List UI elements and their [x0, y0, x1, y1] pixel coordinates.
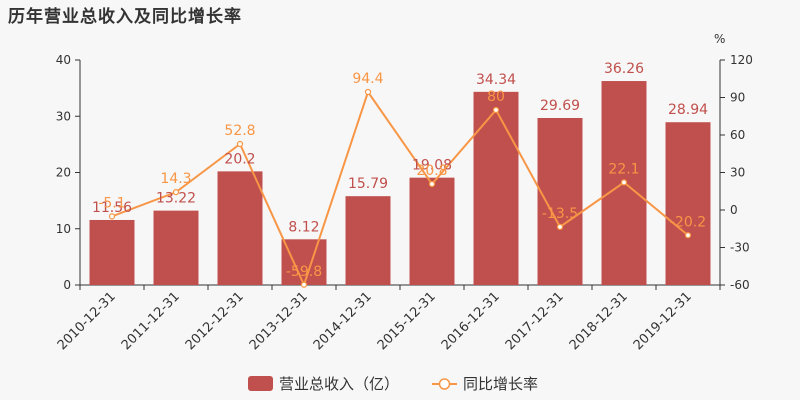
y-right-tick-label: -30	[730, 241, 750, 255]
growth-point	[108, 213, 116, 220]
bars-layer	[89, 81, 711, 286]
bar	[665, 122, 711, 286]
x-tick-label: 2019-12-31	[631, 289, 695, 353]
x-tick-label: 2016-12-31	[439, 289, 503, 353]
line-value-label: 94.4	[352, 71, 383, 87]
bar-value-label: 8.12	[288, 219, 319, 235]
legend: 营业总收入（亿） 同比增长率	[248, 375, 538, 393]
x-tick-label: 2012-12-31	[183, 289, 247, 353]
bar-value-label: 19.08	[412, 158, 452, 174]
line-value-label: -20.2	[670, 214, 706, 230]
line-value-label: 14.3	[160, 171, 191, 187]
line-value-label: 22.1	[608, 161, 639, 177]
legend-line-label: 同比增长率	[463, 375, 538, 393]
y-right-tick-label: -60	[730, 278, 750, 292]
bar	[153, 210, 199, 285]
legend-bar-swatch	[248, 376, 273, 391]
growth-point	[172, 189, 180, 196]
bar-value-label: 13.22	[156, 191, 196, 207]
legend-line-marker	[438, 378, 451, 390]
y-left-tick-label: 0	[63, 278, 71, 292]
x-tick-label: 2015-12-31	[375, 289, 439, 353]
growth-line	[111, 89, 689, 288]
bar-value-label: 11.56	[92, 200, 132, 216]
growth-point	[364, 88, 372, 96]
y-left-tick-label: 20	[56, 166, 71, 180]
x-tick-label: 2010-12-31	[55, 289, 119, 353]
y-right-tick-label: 0	[730, 203, 738, 217]
growth-point	[236, 140, 244, 148]
growth-point	[492, 106, 500, 114]
line-layer	[108, 88, 692, 288]
x-tick-label: 2018-12-31	[567, 289, 631, 353]
bar	[217, 171, 263, 285]
line-value-label: 52.8	[224, 123, 255, 139]
y-right-tick-label: 60	[730, 128, 745, 142]
line-value-label: -59.8	[286, 264, 322, 280]
y-left-tick-label: 10	[56, 222, 71, 236]
bar	[89, 219, 135, 285]
line-value-label: -13.5	[542, 206, 578, 222]
x-tick-label: 2017-12-31	[503, 289, 567, 353]
x-tick-label: 2011-12-31	[119, 289, 183, 353]
growth-point	[620, 179, 628, 186]
bar	[345, 196, 391, 285]
growth-point	[556, 223, 564, 230]
line-value-label: 80	[487, 89, 505, 105]
bar-value-label: 20.2	[224, 151, 255, 167]
y-right-unit: %	[714, 32, 725, 46]
y-left-tick-label: 40	[56, 53, 71, 67]
growth-point	[684, 232, 692, 239]
y-right-tick-label: 120	[730, 53, 753, 67]
legend-bar-label: 营业总收入（亿）	[279, 375, 399, 393]
y-right-tick-label: 90	[730, 91, 745, 105]
growth-point	[300, 281, 308, 288]
bar	[281, 239, 327, 285]
bar-value-label: 34.34	[476, 72, 516, 88]
growth-point	[428, 180, 436, 188]
chart-title: 历年营业总收入及同比增长率	[8, 7, 242, 27]
x-tick-label: 2014-12-31	[311, 289, 375, 353]
bar	[409, 177, 455, 285]
line-value-label: -5.1	[98, 195, 125, 211]
y-right-tick-label: 30	[730, 166, 745, 180]
bar	[473, 91, 519, 286]
bar	[537, 117, 583, 286]
bar-value-label: 28.94	[668, 102, 708, 118]
line-value-label: 20.8	[416, 163, 447, 179]
bar-value-label: 29.69	[540, 98, 580, 114]
bar-value-label: 36.26	[604, 61, 644, 77]
labels-layer: 11.56 13.22 20.2 8.12 15.79 19.08 34.34 29.69 36…	[92, 61, 708, 280]
x-tick-label: 2013-12-31	[247, 289, 311, 353]
bar-value-label: 15.79	[348, 176, 388, 192]
y-left-tick-label: 30	[56, 109, 71, 123]
